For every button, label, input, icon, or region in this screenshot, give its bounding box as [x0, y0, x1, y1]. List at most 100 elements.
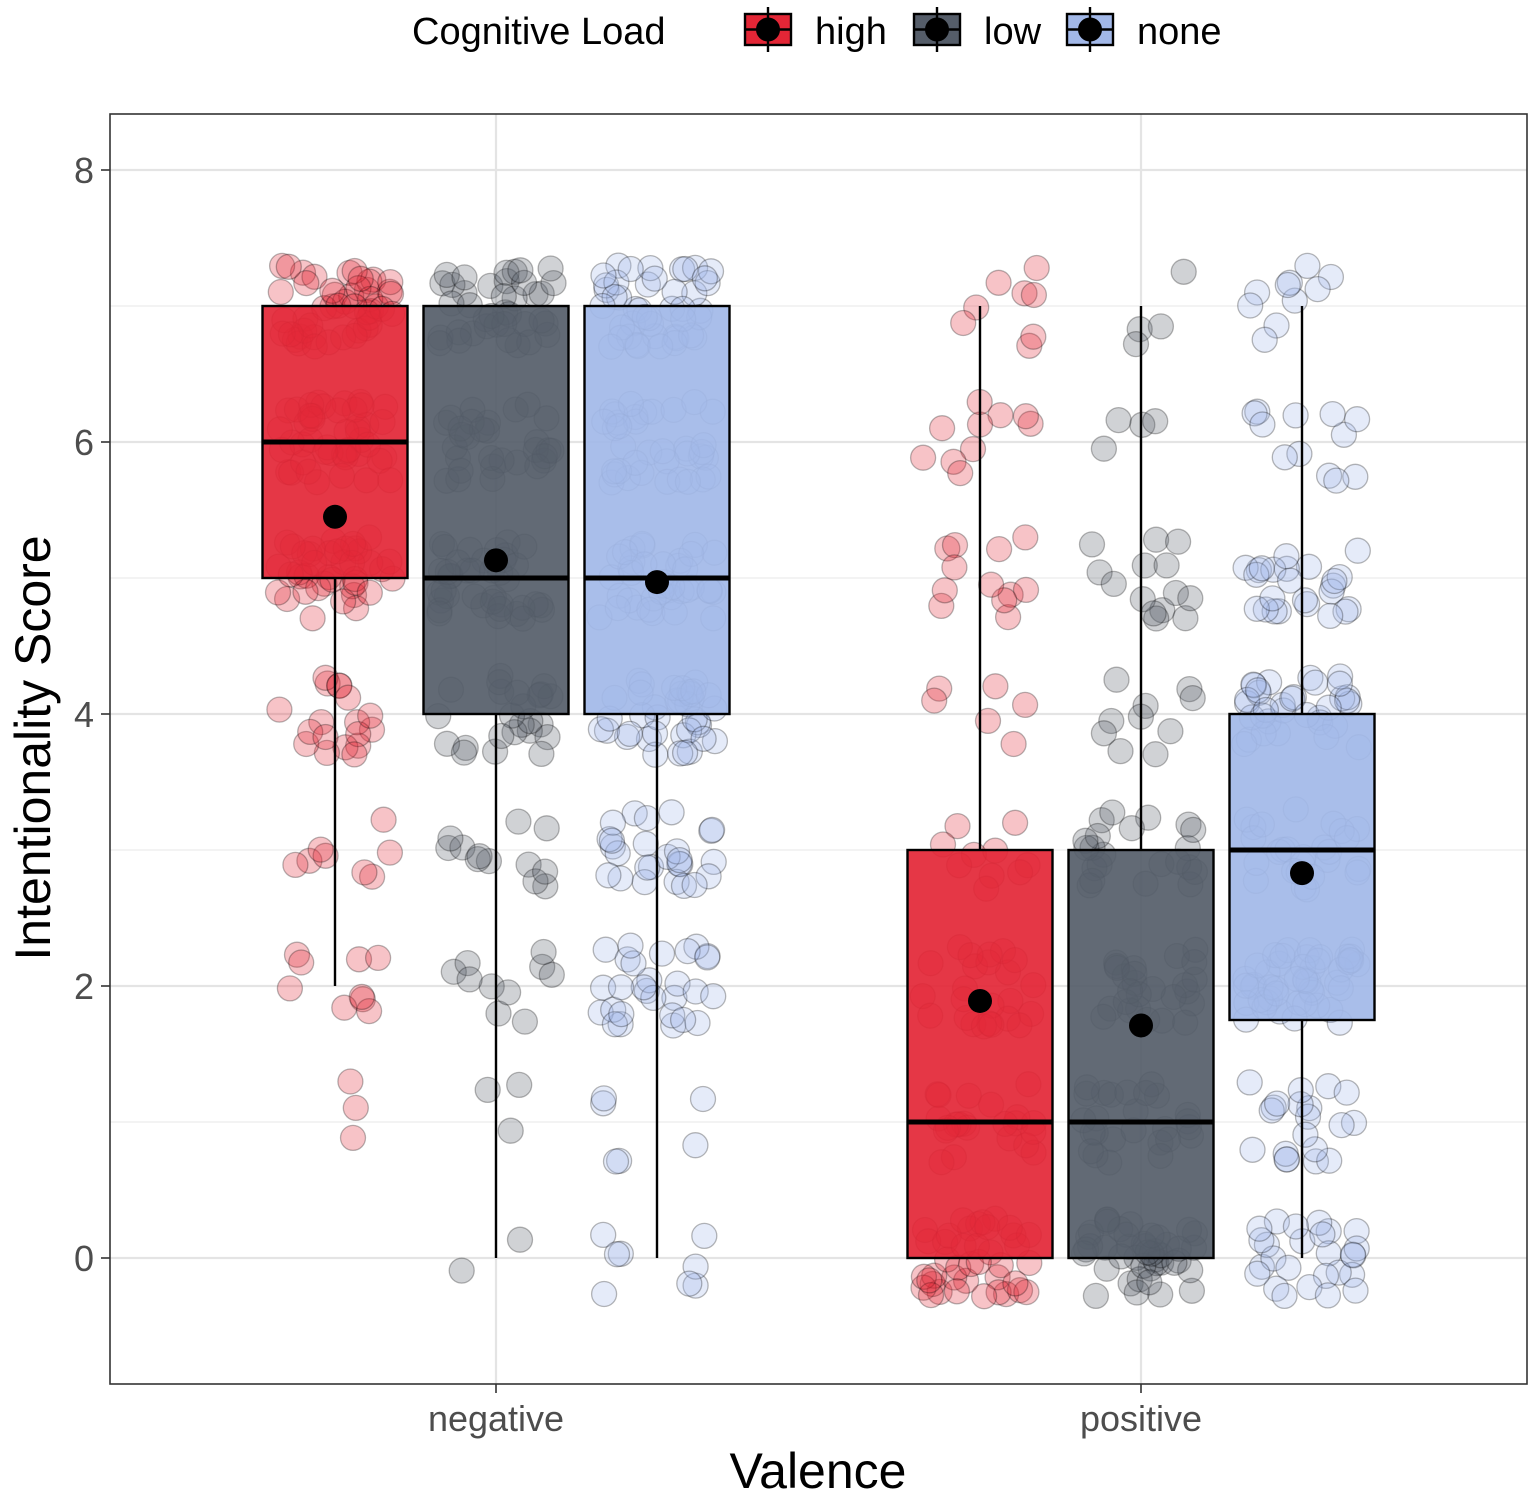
jitter-point	[1126, 316, 1153, 343]
jitter-point	[1333, 1079, 1360, 1106]
jitter-point	[587, 716, 615, 743]
jitter-point	[1259, 585, 1286, 612]
jitter-point	[293, 269, 320, 297]
jitter-point	[661, 278, 688, 306]
jitter-point	[1302, 669, 1329, 696]
jitter-point	[1023, 254, 1050, 282]
jitter-point	[370, 806, 397, 833]
jitter-point	[1078, 531, 1106, 558]
jitter-point	[1011, 691, 1039, 719]
jitter-point	[1302, 1148, 1330, 1175]
jitter-point	[934, 535, 961, 562]
jitter-point	[1342, 1277, 1369, 1304]
jitter-point	[992, 1280, 1020, 1308]
jitter-point	[1253, 1231, 1281, 1258]
jitter-point	[466, 843, 493, 870]
jitter-point	[1314, 1282, 1342, 1309]
jitter-point	[345, 732, 372, 759]
jitter-point	[698, 817, 725, 844]
jitter-point	[684, 1009, 711, 1037]
jitter-point	[1248, 1227, 1275, 1254]
jitter-point	[1261, 598, 1288, 625]
x-tick-label: negative	[428, 1398, 564, 1439]
jitter-point	[1002, 1270, 1029, 1297]
jitter-point	[345, 946, 373, 973]
jitter-point	[632, 830, 659, 857]
jitter-point	[997, 581, 1024, 608]
jitter-point	[494, 979, 522, 1006]
jitter-point	[377, 268, 404, 296]
jitter-point	[917, 1281, 945, 1309]
jitter-point	[1326, 663, 1354, 690]
jitter-point	[485, 1000, 512, 1027]
jitter-point	[1147, 313, 1175, 340]
jitter-point	[501, 258, 528, 285]
jitter-point	[474, 1076, 501, 1104]
jitter-point	[289, 259, 317, 286]
jitter-point	[630, 974, 657, 1001]
jitter-point	[598, 827, 626, 854]
jitter-point	[433, 261, 460, 289]
jitter-point	[634, 271, 662, 298]
jitter-point	[360, 266, 387, 293]
jitter-point	[1147, 1281, 1174, 1308]
jitter-point	[1248, 555, 1275, 582]
jitter-point	[1312, 1262, 1340, 1290]
jitter-point	[675, 717, 703, 744]
jitter-point	[1275, 1254, 1302, 1281]
jitter-point	[659, 1002, 686, 1029]
jitter-point	[497, 1117, 524, 1144]
jitter-point	[1260, 1094, 1287, 1121]
jitter-point	[1249, 411, 1276, 438]
jitter-point	[1140, 600, 1167, 627]
jitter-point	[1272, 1140, 1299, 1167]
jitter-point	[985, 535, 1013, 563]
jitter-point	[1282, 402, 1309, 429]
jitter-point	[331, 994, 358, 1021]
jitter-point	[1296, 1273, 1323, 1301]
jitter-point	[1179, 684, 1206, 712]
jitter-point	[364, 944, 392, 972]
jitter-point	[1279, 685, 1306, 712]
jitter-point	[1157, 718, 1184, 745]
jitter-point	[505, 808, 532, 835]
jitter-point	[329, 588, 357, 615]
jitter-point	[464, 845, 491, 873]
jitter-point	[642, 741, 669, 768]
jitter-point	[301, 263, 328, 290]
jitter-point	[1129, 411, 1156, 438]
mean-point	[968, 988, 992, 1013]
jitter-point	[1240, 671, 1267, 698]
jitter-point	[351, 859, 378, 886]
jitter-point	[635, 725, 663, 753]
boxplot-low-negative	[422, 304, 570, 1258]
jitter-point	[1292, 1121, 1319, 1148]
jitter-point	[1271, 444, 1298, 471]
jitter-point	[339, 1124, 367, 1152]
jitter-point	[1105, 406, 1132, 434]
legend-item-low: low	[912, 7, 1042, 53]
jitter-point	[608, 1000, 635, 1028]
legend-label-none: none	[1137, 11, 1222, 53]
jitter-point	[1129, 586, 1156, 613]
jitter-point	[616, 720, 643, 748]
jitter-point	[950, 309, 977, 337]
legend-item-none: none	[1065, 7, 1222, 53]
jitter-point	[587, 999, 614, 1026]
jitter-point	[341, 257, 368, 285]
jitter-point	[694, 942, 721, 970]
jitter-point	[1287, 1091, 1314, 1118]
jitter-point	[1117, 1270, 1144, 1297]
jitter-point	[356, 268, 383, 295]
jitter-point	[607, 1011, 634, 1038]
jitter-point	[448, 1257, 475, 1284]
jitter-point	[599, 809, 627, 836]
jitter-point	[1012, 576, 1040, 604]
jitter-point	[477, 272, 504, 300]
jitter-point	[1263, 1090, 1291, 1117]
jitter-point	[664, 970, 691, 997]
jitter-point	[1263, 312, 1290, 339]
jitter-point	[288, 949, 315, 976]
legend-key-point	[756, 17, 780, 42]
jitter-point	[909, 444, 937, 471]
